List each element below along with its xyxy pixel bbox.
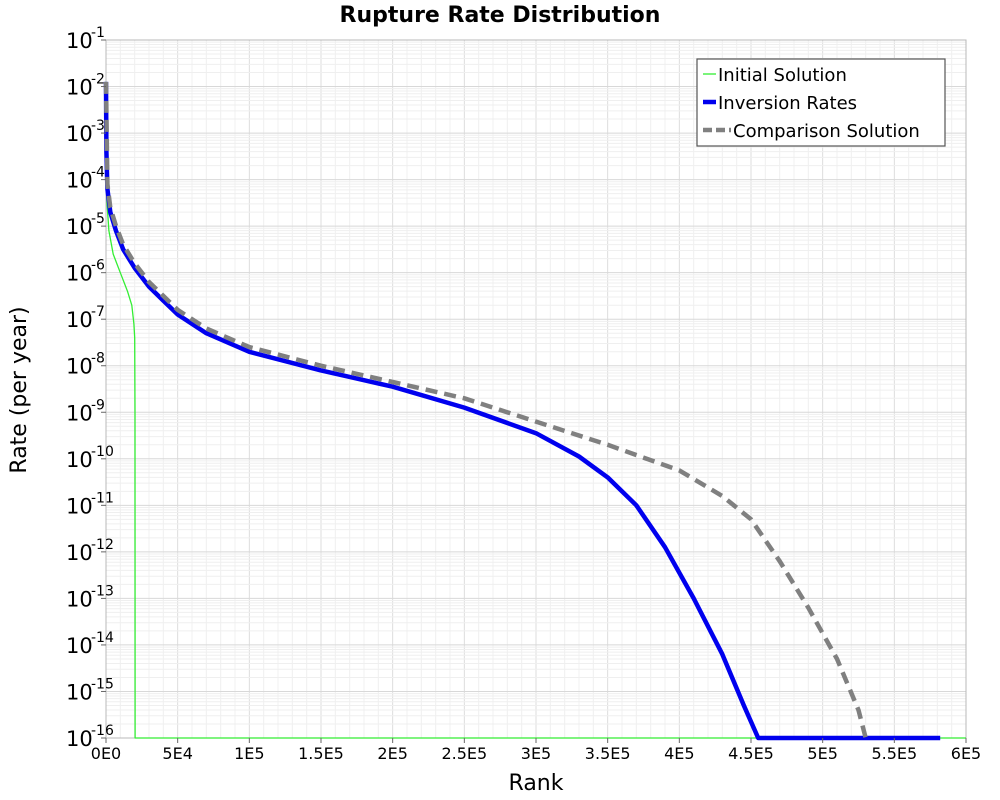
y-tick-exponent: -12 (91, 537, 114, 553)
x-tick-label: 3E5 (521, 744, 551, 763)
y-tick-exponent: -13 (91, 583, 114, 599)
y-tick-exponent: -3 (91, 118, 105, 134)
x-tick-label: 2E5 (377, 744, 407, 763)
y-tick-label: 10 (66, 680, 93, 704)
x-tick-label: 5E4 (162, 744, 192, 763)
x-tick-label: 1E5 (234, 744, 264, 763)
x-tick-label: 4.5E5 (728, 744, 774, 763)
x-axis-label: Rank (509, 771, 564, 796)
y-tick-exponent: -14 (91, 630, 114, 646)
x-tick-label: 5E5 (807, 744, 837, 763)
y-axis-label: Rate (per year) (7, 306, 32, 473)
y-tick-exponent: -16 (91, 723, 114, 739)
y-tick-label: 10 (66, 448, 93, 472)
y-tick-label: 10 (66, 169, 93, 193)
y-tick-exponent: -4 (91, 165, 105, 181)
y-tick-label: 10 (66, 308, 93, 332)
y-tick-exponent: -7 (91, 304, 105, 320)
x-tick-label: 2.5E5 (441, 744, 487, 763)
y-tick-label: 10 (66, 634, 93, 658)
series-line-comparison-solution (103, 81, 868, 739)
y-tick-exponent: -15 (91, 676, 114, 692)
legend-box (696, 58, 946, 147)
y-tick-exponent: -1 (91, 25, 105, 41)
x-tick-label: 0E0 (91, 744, 121, 763)
legend-label: Comparison Solution (733, 121, 920, 142)
y-tick-label: 10 (66, 29, 93, 53)
y-tick-label: 10 (66, 122, 93, 146)
y-tick-exponent: -2 (91, 72, 105, 88)
x-axis-ticks: 0E0 5E4 1E5 1.5E5 2E5 2.5E5 3E5 3.5E5 4E5 4.5E5 5E… (91, 738, 981, 763)
y-tick-label: 10 (66, 355, 93, 379)
y-tick-exponent: -5 (91, 211, 105, 227)
x-tick-label: 3.5E5 (585, 744, 631, 763)
x-tick-label: 6E5 (951, 744, 981, 763)
legend-label: Initial Solution (718, 65, 847, 86)
y-tick-label: 10 (66, 401, 93, 425)
y-tick-label: 10 (66, 215, 93, 239)
y-tick-label: 10 (66, 541, 93, 565)
y-tick-label: 10 (66, 262, 93, 286)
y-axis-ticks: 10-110-210-310-410-510-610-710-810-910-1… (66, 25, 114, 751)
y-tick-label: 10 (66, 587, 93, 611)
y-tick-label: 10 (66, 727, 93, 751)
y-tick-exponent: -6 (91, 258, 105, 274)
x-tick-label: 4E5 (664, 744, 694, 763)
y-tick-exponent: -10 (91, 444, 114, 460)
x-tick-label: 1.5E5 (298, 744, 344, 763)
y-tick-exponent: -9 (91, 397, 105, 413)
y-tick-exponent: -8 (91, 351, 105, 367)
y-tick-label: 10 (66, 494, 93, 518)
series-layer (103, 81, 966, 741)
series-line-inversion-rates (103, 81, 941, 741)
y-tick-label: 10 (66, 76, 93, 100)
x-tick-label: 5.5E5 (871, 744, 917, 763)
y-tick-exponent: -11 (91, 490, 114, 506)
chart-title: Rupture Rate Distribution (340, 3, 661, 28)
legend: Initial Solution Inversion Rates Compariso… (696, 58, 946, 147)
legend-label: Inversion Rates (718, 93, 857, 114)
